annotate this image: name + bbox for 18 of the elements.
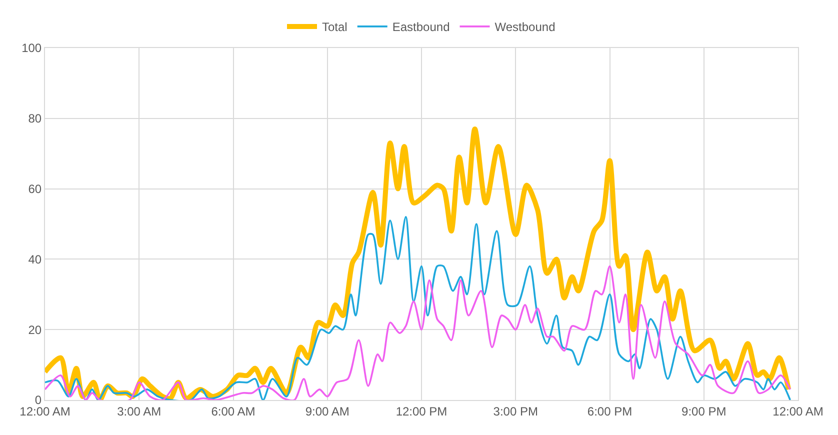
x-tick-label: 12:00 AM	[772, 404, 824, 418]
x-tick-label: 9:00 PM	[682, 404, 726, 418]
x-tick-label: 6:00 PM	[587, 404, 632, 418]
y-tick-label: 100	[22, 41, 42, 56]
x-tick-label: 6:00 AM	[211, 404, 256, 418]
line-series	[45, 216, 792, 400]
y-tick-label: 60	[28, 182, 42, 196]
legend-label: Total	[322, 20, 348, 34]
y-tick-label: 80	[28, 112, 42, 126]
y-tick-label: 20	[28, 322, 42, 337]
x-tick-label: 12:00 PM	[396, 404, 448, 418]
y-tick-label: 40	[28, 252, 42, 266]
x-tick-label: 3:00 PM	[493, 404, 538, 418]
x-tick-label: 9:00 AM	[305, 404, 350, 418]
legend-label: Westbound	[494, 20, 556, 34]
line-series	[45, 265, 792, 400]
legend-label: Eastbound	[392, 20, 450, 34]
x-tick-label: 3:00 AM	[117, 404, 162, 418]
